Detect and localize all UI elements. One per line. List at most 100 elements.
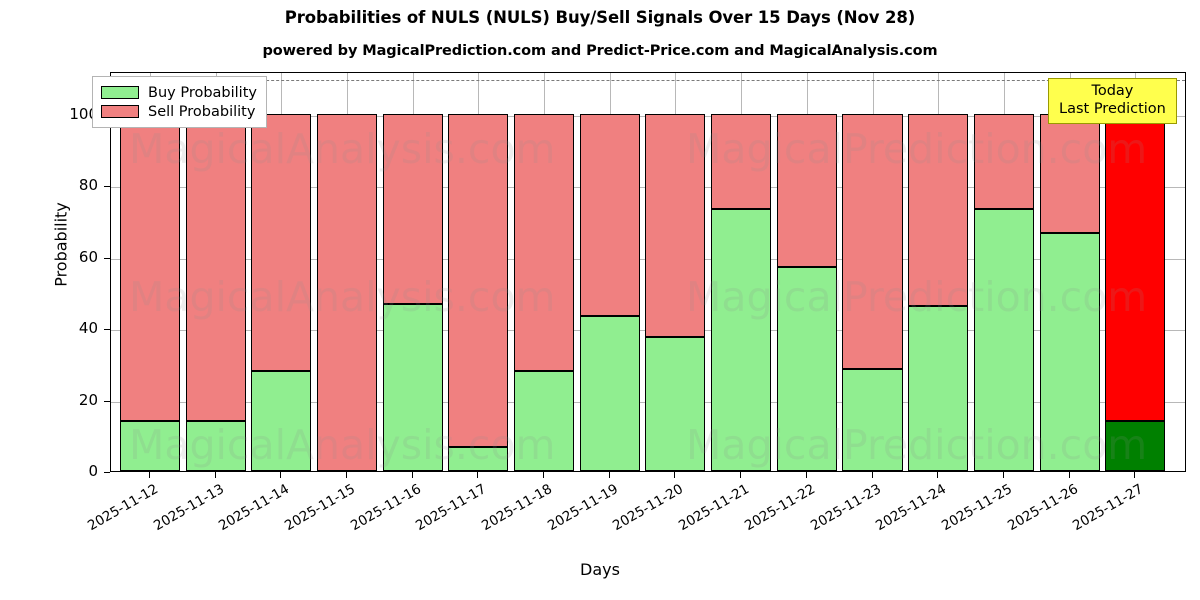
- bar: [645, 73, 706, 471]
- chart-title: Probabilities of NULS (NULS) Buy/Sell Si…: [284, 8, 916, 27]
- bar: [382, 73, 443, 471]
- x-axis-tick-mark: [871, 472, 873, 478]
- bar-segment-buy: [973, 209, 1034, 471]
- y-axis-tick-label: 80: [78, 176, 98, 195]
- bar-segment-sell: [645, 113, 706, 338]
- bar-segment-sell: [908, 113, 969, 306]
- bar-segment-buy: [251, 371, 312, 471]
- bar: [908, 73, 969, 471]
- bar: [316, 73, 378, 471]
- y-axis-tick-mark: [104, 186, 110, 188]
- y-axis-tick-label: 0: [88, 462, 98, 480]
- legend-item-buy: Buy Probability: [101, 83, 257, 102]
- x-axis-title: Days: [580, 560, 620, 579]
- bar-segment-sell: [579, 113, 640, 317]
- bar-segment-buy: [579, 316, 640, 471]
- y-axis-title: Probability: [51, 202, 71, 287]
- y-axis-tick-label: 60: [78, 247, 98, 266]
- x-axis-tick-mark: [477, 472, 479, 478]
- bar-segment-sell: [448, 113, 509, 448]
- x-axis-tick-label: 2025-11-26: [1004, 481, 1081, 535]
- x-axis-tick-label: 2025-11-16: [347, 481, 424, 535]
- bar-segment-sell: [514, 113, 575, 371]
- x-axis-tick-label: 2025-11-25: [938, 481, 1015, 535]
- bar: [448, 73, 509, 471]
- bar-segment-buy: [1105, 421, 1166, 471]
- x-axis-tick-mark: [411, 472, 413, 478]
- bar-segment-buy: [185, 421, 246, 471]
- bar-segment-buy: [776, 267, 837, 471]
- bar-segment-buy: [514, 371, 575, 471]
- plot-area: MagicalAnalysis.com MagicalPrediction.co…: [110, 72, 1186, 472]
- bar-segment-buy: [1039, 232, 1100, 471]
- bar: [185, 73, 246, 471]
- chart-subtitle: powered by MagicalPrediction.com and Pre…: [262, 43, 938, 59]
- bar-segment-sell: [842, 113, 903, 369]
- x-axis-tick-label: 2025-11-13: [150, 481, 227, 535]
- bar-segment-sell: [1039, 113, 1100, 233]
- x-axis-tick-mark: [1134, 472, 1136, 478]
- y-axis-tick-label: 100: [69, 104, 98, 123]
- bar-segment-sell: [316, 113, 378, 471]
- x-axis-tick-mark: [280, 472, 282, 478]
- y-axis-tick-mark: [104, 257, 110, 259]
- x-axis-tick-mark: [1068, 472, 1070, 478]
- bar-segment-sell: [711, 113, 772, 210]
- x-axis-tick-mark: [148, 472, 150, 478]
- x-axis-tick-label: 2025-11-24: [873, 481, 950, 535]
- legend-label-buy: Buy Probability: [148, 84, 257, 101]
- x-axis-tick-mark: [608, 472, 610, 478]
- today-annotation-line-1: Today: [1091, 83, 1134, 99]
- bar: [1039, 73, 1100, 471]
- bar: [251, 73, 312, 471]
- bar: [711, 73, 772, 471]
- bar-segment-buy: [711, 209, 772, 471]
- bar-segment-sell: [382, 113, 443, 305]
- legend-swatch-buy: [101, 86, 139, 99]
- x-axis-tick-mark: [740, 472, 742, 478]
- today-annotation: Today Last Prediction: [1048, 78, 1177, 124]
- x-axis-tick-mark: [805, 472, 807, 478]
- y-axis-tick-mark: [104, 472, 110, 473]
- x-axis-tick-label: 2025-11-12: [84, 481, 161, 535]
- bar: [776, 73, 837, 471]
- x-axis-tick-label: 2025-11-18: [479, 481, 556, 535]
- bar-segment-sell: [776, 113, 837, 268]
- bar-segment-buy: [842, 368, 903, 471]
- x-axis-tick-mark: [674, 472, 676, 478]
- x-axis-tick-label: 2025-11-15: [282, 481, 358, 535]
- bar-segment-sell: [185, 113, 246, 421]
- x-axis-tick-label: 2025-11-17: [413, 481, 490, 535]
- x-axis-tick-label: 2025-11-14: [216, 481, 293, 535]
- bar-segment-buy: [119, 421, 180, 471]
- bar-segment-buy: [645, 337, 706, 471]
- y-axis-tick-label: 20: [78, 390, 98, 409]
- bar-today: [1105, 73, 1166, 471]
- chart-legend: Buy Probability Sell Probability: [92, 76, 267, 128]
- x-axis-tick-mark: [543, 472, 545, 478]
- x-axis-tick-label: 2025-11-19: [544, 481, 621, 535]
- x-axis-tick-mark: [345, 472, 347, 478]
- legend-item-sell: Sell Probability: [101, 102, 257, 121]
- y-axis-tick-mark: [104, 400, 110, 402]
- bar-segment-sell: [119, 113, 180, 421]
- x-axis-tick-label: 2025-11-27: [1070, 481, 1147, 535]
- bar-segment-sell: [973, 113, 1034, 210]
- legend-label-sell: Sell Probability: [148, 103, 256, 120]
- bar-segment-buy: [382, 304, 443, 471]
- y-axis-tick-mark: [104, 329, 110, 331]
- x-axis-tick-label: 2025-11-22: [741, 481, 818, 535]
- bar: [514, 73, 575, 471]
- y-axis-tick-label: 40: [78, 319, 98, 338]
- bar: [579, 73, 640, 471]
- bar: [973, 73, 1034, 471]
- bar-segment-sell: [251, 113, 312, 371]
- x-axis-tick-mark: [1002, 472, 1004, 478]
- today-annotation-line-2: Last Prediction: [1059, 100, 1166, 117]
- x-axis-tick-label: 2025-11-23: [807, 481, 884, 535]
- x-axis-tick-label: 2025-11-20: [610, 481, 687, 535]
- x-axis-tick-label: 2025-11-21: [676, 481, 753, 535]
- bar: [842, 73, 903, 471]
- bar-segment-buy: [448, 447, 509, 471]
